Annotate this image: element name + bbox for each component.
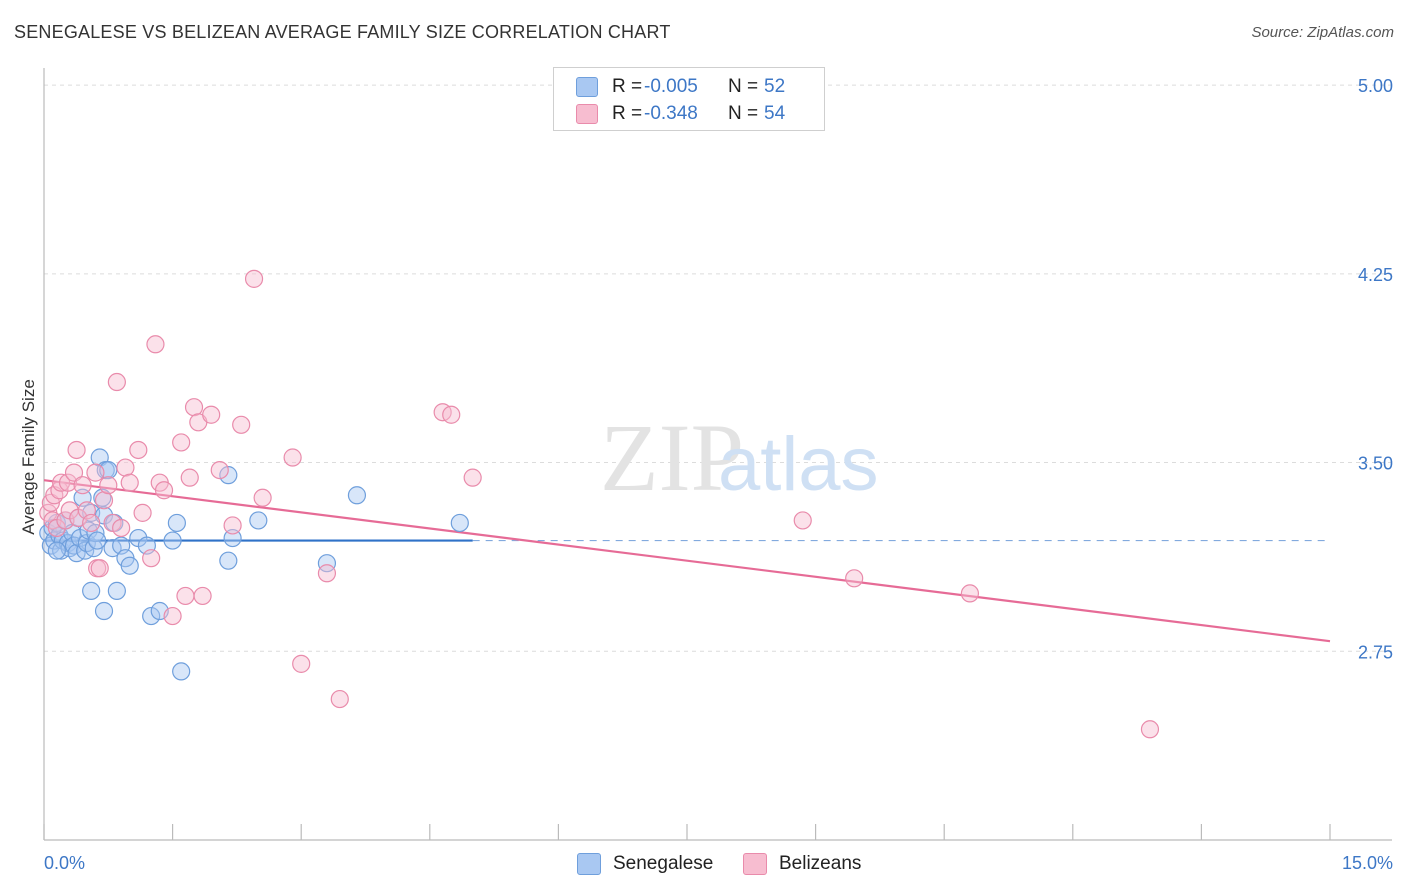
x-tick-label: 0.0% <box>44 853 85 873</box>
point-belizeans <box>172 433 191 452</box>
legend-row-senegalese: R = -0.005 N = 52 <box>576 74 785 100</box>
data-points <box>39 269 1160 739</box>
legend-r-value: -0.348 <box>644 103 698 124</box>
legend-r-label: R = <box>612 103 643 124</box>
point-belizeans <box>133 503 152 522</box>
point-senegalese <box>47 541 66 560</box>
point-senegalese <box>317 554 337 573</box>
y-tick-label: 3.50 <box>1358 454 1393 474</box>
bottom-legend-senegalese: Senegalese <box>577 852 713 876</box>
gridlines <box>44 84 1392 652</box>
point-belizeans <box>142 549 161 568</box>
point-belizeans <box>232 415 251 434</box>
point-belizeans <box>90 559 109 578</box>
source-label: Source: ZipAtlas.com <box>1251 24 1394 41</box>
trend-line-belizeans <box>43 479 1331 643</box>
point-belizeans <box>442 405 461 424</box>
point-senegalese <box>167 513 186 533</box>
point-belizeans <box>210 460 229 480</box>
point-senegalese <box>120 556 139 575</box>
legend-n-value: 54 <box>764 103 786 124</box>
point-belizeans <box>292 654 311 673</box>
point-belizeans <box>146 335 165 354</box>
point-belizeans <box>223 516 242 535</box>
point-belizeans <box>193 586 212 606</box>
point-belizeans <box>52 473 71 492</box>
y-tick-label: 4.25 <box>1358 265 1393 285</box>
point-belizeans <box>283 448 302 467</box>
watermark-atlas: atlas <box>718 422 879 507</box>
legend-n-value: 52 <box>764 76 786 97</box>
point-belizeans <box>317 564 337 583</box>
point-senegalese <box>223 528 242 548</box>
point-belizeans <box>86 463 105 482</box>
point-belizeans <box>180 468 199 487</box>
bottom-legend-label: Senegalese <box>613 853 714 874</box>
point-belizeans <box>1140 720 1160 739</box>
point-belizeans <box>163 606 182 626</box>
point-belizeans <box>99 476 118 495</box>
point-belizeans <box>82 513 101 533</box>
point-senegalese <box>219 466 238 485</box>
point-belizeans <box>103 513 122 533</box>
point-belizeans <box>120 473 139 492</box>
point-belizeans <box>463 468 482 487</box>
point-belizeans <box>845 569 864 588</box>
tick-labels: 2.75 3.50 4.25 5.00 0.0% 15.0% <box>44 76 1393 873</box>
bottom-legend-swatch-blue <box>577 853 601 875</box>
legend-r-label: R = <box>612 76 643 97</box>
legend-n-label: N = <box>728 103 759 124</box>
point-senegalese <box>450 513 469 533</box>
y-tick-label: 5.00 <box>1358 76 1393 96</box>
point-belizeans <box>176 586 195 606</box>
point-belizeans <box>94 491 114 510</box>
legend-n-label: N = <box>728 76 759 97</box>
legend-box: R = -0.005 N = 52 R = -0.348 N = 54 <box>553 67 825 131</box>
point-belizeans <box>960 584 980 603</box>
point-senegalese <box>88 531 107 550</box>
point-belizeans <box>154 481 174 500</box>
point-senegalese <box>82 581 101 600</box>
point-belizeans <box>129 440 148 460</box>
bottom-legend-belizeans: Belizeans <box>743 852 861 876</box>
point-senegalese <box>142 606 161 626</box>
bottom-legend-swatch-pink <box>743 853 767 875</box>
point-belizeans <box>202 405 221 424</box>
legend-swatch-pink <box>576 104 598 124</box>
point-senegalese <box>219 551 238 570</box>
point-belizeans <box>67 440 86 460</box>
point-belizeans <box>73 476 92 495</box>
point-belizeans <box>112 518 131 538</box>
point-belizeans <box>793 511 812 530</box>
legend-r-value: -0.005 <box>644 76 698 97</box>
point-belizeans <box>116 458 135 477</box>
legend-swatch-blue <box>576 77 598 97</box>
point-belizeans <box>330 689 349 709</box>
point-senegalese <box>86 523 105 543</box>
point-belizeans <box>184 398 204 417</box>
point-senegalese <box>172 662 191 681</box>
axes <box>43 68 1392 841</box>
x-tick-label: 15.0% <box>1342 853 1393 873</box>
y-axis-label: Average Family Size <box>19 379 38 535</box>
bottom-legend-label: Belizeans <box>779 853 862 874</box>
point-senegalese <box>249 511 268 530</box>
point-belizeans <box>253 488 272 507</box>
point-belizeans <box>107 372 126 392</box>
watermark-zip: ZIP <box>600 404 744 511</box>
point-senegalese <box>163 531 182 550</box>
point-senegalese <box>107 581 126 600</box>
point-belizeans <box>64 463 84 482</box>
point-belizeans <box>58 473 78 492</box>
point-senegalese <box>347 486 367 505</box>
y-tick-label: 2.75 <box>1358 642 1393 662</box>
point-belizeans <box>244 269 264 288</box>
chart-title: SENEGALESE VS BELIZEAN AVERAGE FAMILY SI… <box>14 22 671 42</box>
point-senegalese <box>94 601 114 621</box>
legend-row-belizeans: R = -0.348 N = 54 <box>576 101 785 127</box>
